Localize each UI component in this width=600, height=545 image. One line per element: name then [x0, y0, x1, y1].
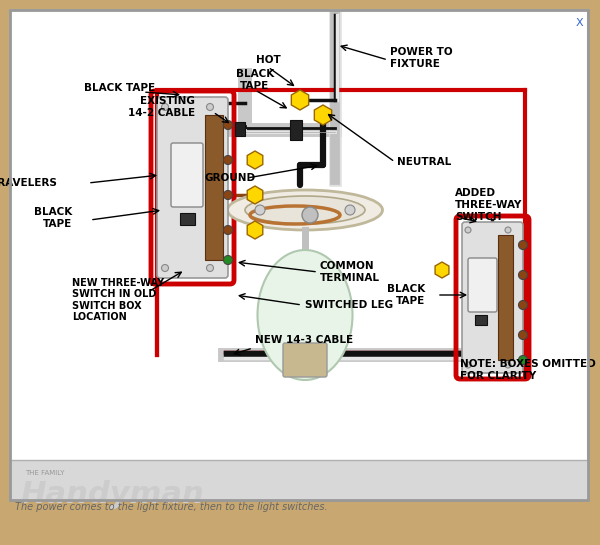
Text: The power comes to the light fixture, then to the light switches.: The power comes to the light fixture, th… — [15, 502, 328, 512]
Bar — [10, 460, 588, 500]
Text: HOT: HOT — [256, 55, 280, 65]
Circle shape — [518, 330, 527, 340]
Bar — [475, 315, 487, 325]
Circle shape — [505, 227, 511, 233]
Circle shape — [206, 104, 214, 111]
Circle shape — [302, 207, 318, 223]
Circle shape — [255, 205, 265, 215]
Bar — [235, 122, 245, 136]
Text: BLACK
TAPE: BLACK TAPE — [34, 207, 72, 229]
Circle shape — [206, 264, 214, 271]
Bar — [180, 213, 195, 225]
Circle shape — [223, 226, 233, 234]
Circle shape — [465, 362, 471, 368]
Text: BLACK
TAPE: BLACK TAPE — [236, 69, 274, 91]
Text: SWITCHED LEG: SWITCHED LEG — [305, 300, 393, 310]
Text: Handyman: Handyman — [20, 480, 204, 509]
Text: NOTE: BOXES OMITTED
FOR CLARITY: NOTE: BOXES OMITTED FOR CLARITY — [460, 359, 596, 381]
Text: NEW 14-3 CABLE: NEW 14-3 CABLE — [255, 335, 353, 345]
Circle shape — [223, 256, 233, 264]
Circle shape — [518, 270, 527, 280]
FancyBboxPatch shape — [10, 10, 588, 500]
Circle shape — [161, 104, 169, 111]
Bar — [290, 120, 302, 140]
Bar — [205, 115, 223, 260]
FancyBboxPatch shape — [462, 222, 523, 373]
Text: BLACK TAPE: BLACK TAPE — [85, 83, 155, 93]
Circle shape — [465, 227, 471, 233]
FancyBboxPatch shape — [468, 258, 497, 312]
Text: COMMON
TERMINAL: COMMON TERMINAL — [320, 261, 380, 283]
Text: THE FAMILY: THE FAMILY — [25, 470, 65, 476]
Text: BLACK
TAPE: BLACK TAPE — [387, 284, 425, 306]
Ellipse shape — [257, 250, 353, 380]
Circle shape — [518, 355, 527, 365]
Circle shape — [223, 120, 233, 130]
Ellipse shape — [227, 190, 383, 230]
Text: NEUTRAL: NEUTRAL — [397, 157, 451, 167]
Circle shape — [518, 300, 527, 310]
Circle shape — [161, 264, 169, 271]
FancyBboxPatch shape — [157, 97, 228, 278]
Circle shape — [223, 191, 233, 199]
Text: TRAVELERS: TRAVELERS — [0, 178, 58, 188]
Circle shape — [345, 205, 355, 215]
Circle shape — [518, 240, 527, 250]
Text: GROUND: GROUND — [205, 173, 256, 183]
Bar — [498, 235, 513, 360]
Text: EXISTING
14-2 CABLE: EXISTING 14-2 CABLE — [128, 96, 195, 118]
Ellipse shape — [245, 196, 365, 224]
Text: NEW THREE-WAY
SWITCH IN OLD
SWITCH BOX
LOCATION: NEW THREE-WAY SWITCH IN OLD SWITCH BOX L… — [72, 277, 164, 323]
Text: POWER TO
FIXTURE: POWER TO FIXTURE — [390, 47, 452, 69]
Circle shape — [223, 155, 233, 165]
Text: ADDED
THREE-WAY
SWITCH: ADDED THREE-WAY SWITCH — [455, 189, 523, 222]
FancyBboxPatch shape — [283, 343, 327, 377]
Circle shape — [505, 362, 511, 368]
Text: X: X — [575, 18, 583, 28]
FancyBboxPatch shape — [171, 143, 203, 207]
